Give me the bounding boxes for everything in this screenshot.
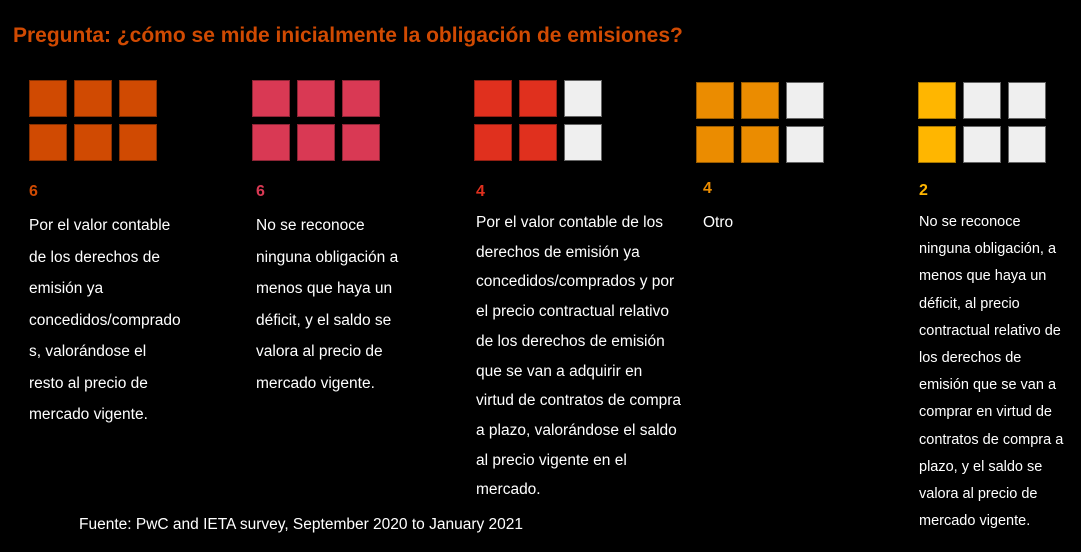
waffle-square-filled bbox=[297, 124, 335, 161]
waffle-square-filled bbox=[918, 126, 956, 163]
group-count: 6 bbox=[29, 183, 38, 200]
waffle-square-filled bbox=[918, 82, 956, 119]
group-label: Otro bbox=[703, 214, 734, 231]
waffle-square-empty bbox=[564, 124, 602, 161]
chart-title: Pregunta: ¿cómo se mide inicialmente la … bbox=[13, 24, 683, 47]
waffle-square-empty bbox=[786, 82, 824, 119]
waffle-square-filled bbox=[252, 124, 290, 161]
waffle-square-filled bbox=[74, 80, 112, 117]
waffle-grid-4 bbox=[696, 82, 824, 163]
waffle-square-empty bbox=[963, 126, 1001, 163]
waffle-grid-1 bbox=[29, 80, 157, 161]
group-label: No se reconoce ninguna obligación, a men… bbox=[919, 214, 1064, 530]
group-label: Por el valor contable de los derechos de… bbox=[29, 217, 181, 423]
group-count: 2 bbox=[919, 182, 928, 199]
waffle-square-filled bbox=[119, 124, 157, 161]
waffle-square-empty bbox=[1008, 126, 1046, 163]
waffle-square-empty bbox=[1008, 82, 1046, 119]
waffle-square-filled bbox=[297, 80, 335, 117]
waffle-square-filled bbox=[696, 126, 734, 163]
group-label: No se reconoce ninguna obligación a meno… bbox=[256, 217, 399, 392]
waffle-grid-2 bbox=[252, 80, 380, 161]
waffle-square-filled bbox=[119, 80, 157, 117]
waffle-square-filled bbox=[474, 124, 512, 161]
group-count: 4 bbox=[476, 183, 485, 200]
group-count: 4 bbox=[703, 180, 712, 197]
waffle-square-empty bbox=[564, 80, 602, 117]
waffle-square-filled bbox=[342, 124, 380, 161]
waffle-square-filled bbox=[29, 124, 67, 161]
waffle-square-filled bbox=[519, 80, 557, 117]
waffle-grid-3 bbox=[474, 80, 602, 161]
group-label: Por el valor contable de los derechos de… bbox=[476, 214, 682, 499]
waffle-grid-5 bbox=[918, 82, 1046, 163]
waffle-square-filled bbox=[252, 80, 290, 117]
waffle-square-filled bbox=[474, 80, 512, 117]
source-note: Fuente: PwC and IETA survey, September 2… bbox=[79, 516, 524, 533]
waffle-square-filled bbox=[741, 82, 779, 119]
waffle-square-empty bbox=[963, 82, 1001, 119]
waffle-square-empty bbox=[786, 126, 824, 163]
waffle-square-filled bbox=[74, 124, 112, 161]
waffle-square-filled bbox=[519, 124, 557, 161]
group-count: 6 bbox=[256, 183, 265, 200]
waffle-square-filled bbox=[741, 126, 779, 163]
waffle-square-filled bbox=[29, 80, 67, 117]
waffle-square-filled bbox=[342, 80, 380, 117]
waffle-square-filled bbox=[696, 82, 734, 119]
